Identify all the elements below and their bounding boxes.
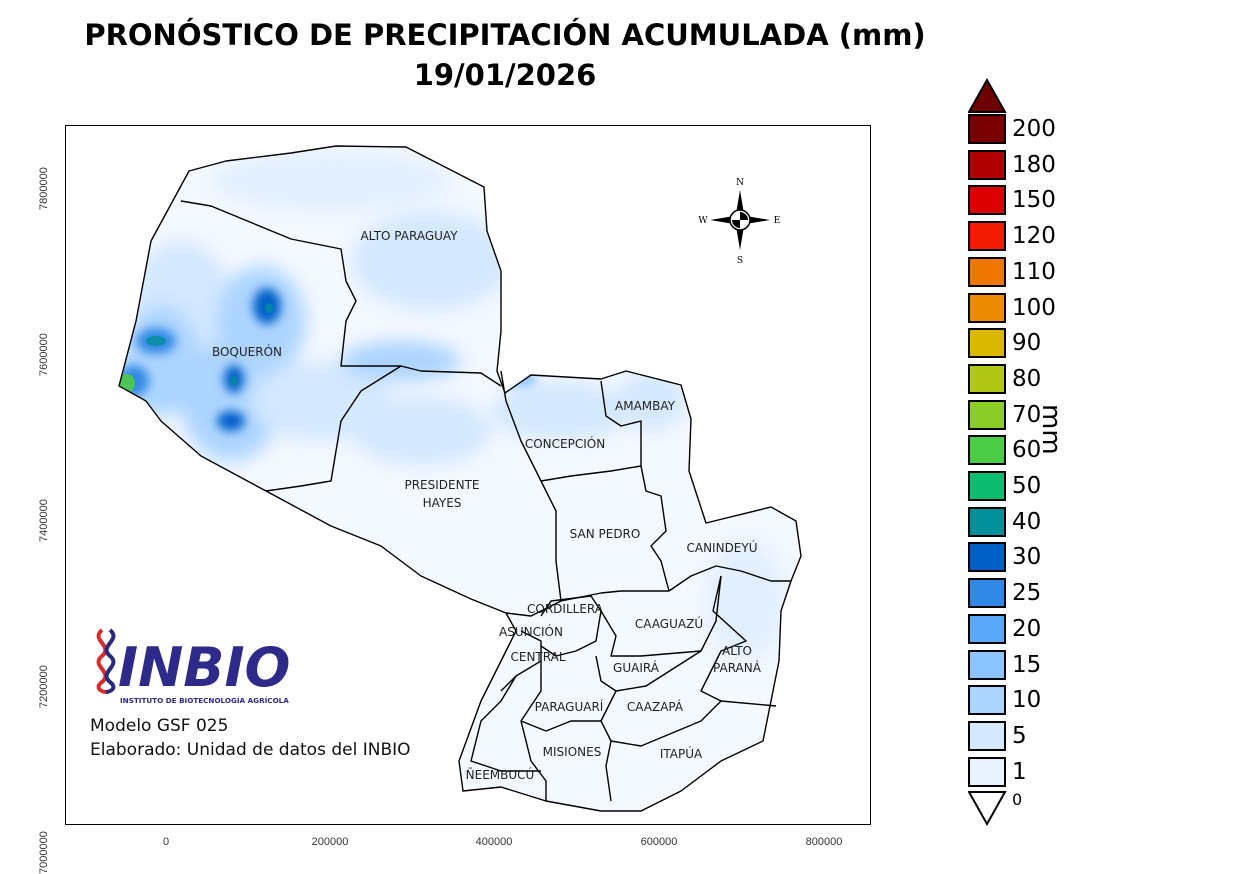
dept-label-concepcion: CONCEPCIÓN: [525, 436, 605, 451]
dept-label-alto-paraguay: ALTO PARAGUAY: [360, 229, 458, 243]
model-credit: Modelo GSF 025: [90, 716, 229, 736]
y-tick-label: 7000000: [38, 831, 50, 874]
legend-label: 80: [1012, 365, 1042, 392]
compass-n: N: [736, 178, 744, 188]
dept-label-misiones: MISIONES: [543, 745, 602, 759]
compass-e: E: [774, 216, 781, 226]
compass-w: W: [698, 216, 708, 226]
legend-label: 180: [1012, 151, 1056, 178]
dept-label-boqueron: BOQUERÓN: [212, 344, 282, 359]
x-tick-label: 0: [162, 836, 170, 848]
legend-unit: mm: [1036, 404, 1066, 455]
y-tick-label: 7800000: [38, 167, 50, 210]
dept-label-guaira: GUAIRÁ: [613, 660, 660, 675]
x-tick-label: 200000: [311, 836, 349, 848]
x-tick-label: 600000: [640, 836, 678, 848]
x-tick-label: 800000: [805, 836, 843, 848]
map-frame: ALTO PARAGUAY BOQUERÓN PRESIDENTE HAYES …: [65, 125, 871, 825]
legend-label: 60: [1012, 437, 1042, 464]
legend-label: 110: [1012, 258, 1056, 285]
y-tick-label: 7400000: [38, 499, 50, 542]
dept-label-central: CENTRAL: [510, 650, 565, 664]
legend-swatch: [968, 221, 1006, 252]
legend-swatch: [968, 649, 1006, 680]
legend-label: 25: [1012, 580, 1042, 607]
legend-label: 90: [1012, 330, 1042, 357]
dept-label-itapua: ITAPÚA: [660, 746, 703, 761]
legend-label: 5: [1012, 722, 1027, 749]
dept-label-alto-parana-2: PARANÁ: [713, 660, 762, 675]
legend-swatch: [968, 613, 1006, 644]
legend-label: 10: [1012, 687, 1042, 714]
dept-label-cordillera: CORDILLERA: [527, 602, 604, 616]
legend-swatch: [968, 363, 1006, 394]
legend-swatch: [968, 542, 1006, 573]
compass-s: S: [737, 256, 743, 266]
legend-over-arrow-icon: [968, 78, 1007, 113]
dept-label-san-pedro: SAN PEDRO: [570, 527, 641, 541]
legend-swatch: [968, 506, 1006, 537]
dna-helix-icon: [96, 628, 108, 694]
legend-label: 15: [1012, 651, 1042, 678]
compass-rose-icon: N S W E: [698, 178, 780, 266]
legend-swatch: [968, 720, 1006, 751]
legend-swatch: [968, 328, 1006, 359]
legend-label: 40: [1012, 508, 1042, 535]
inbio-logo: INBIO INSTITUTO DE BIOTECNOLOGÍA AGRÍCOL…: [88, 626, 303, 708]
dept-label-asuncion: ASUNCIÓN: [499, 624, 563, 639]
department-borders: [118, 145, 802, 812]
legend-label: 150: [1012, 187, 1056, 214]
legend-under-arrow-icon: [968, 791, 1007, 826]
y-tick-label: 7200000: [38, 665, 50, 708]
map-date: 19/01/2026: [413, 58, 597, 92]
legend-swatch: [968, 578, 1006, 609]
legend-label: 1: [1012, 758, 1027, 785]
legend-swatch: [968, 256, 1006, 287]
dept-label-neembucu: ÑEEMBUCÚ: [466, 767, 535, 782]
legend-swatch: [968, 756, 1006, 787]
logo-subtitle: INSTITUTO DE BIOTECNOLOGÍA AGRÍCOLA: [120, 696, 289, 705]
dept-label-paraguari: PARAGUARÍ: [535, 699, 604, 714]
dept-label-caaguazu: CAAGUAZÚ: [635, 616, 703, 631]
legend-label: 200: [1012, 116, 1056, 142]
dept-label-alto-parana-1: ALTO: [722, 644, 752, 658]
y-tick-label: 7600000: [38, 333, 50, 376]
dept-label-amambay: AMAMBAY: [615, 399, 676, 413]
legend-label: 50: [1012, 473, 1042, 499]
dept-label-presidente-hayes-1: PRESIDENTE: [404, 478, 479, 492]
legend-label: 20: [1012, 615, 1042, 642]
legend-swatch: [968, 685, 1006, 716]
dept-label-canindeyu: CANINDEYÚ: [686, 540, 757, 555]
paraguay-map: ALTO PARAGUAY BOQUERÓN PRESIDENTE HAYES …: [118, 145, 802, 812]
legend-swatch: [968, 471, 1006, 501]
legend-label: 100: [1012, 294, 1056, 321]
logo-text: INBIO: [118, 636, 290, 699]
dept-label-presidente-hayes-2: HAYES: [423, 496, 462, 510]
legend-swatch: [968, 185, 1006, 216]
legend-label: 120: [1012, 223, 1056, 250]
legend-under-label: 0: [1012, 790, 1023, 809]
legend-label: 70: [1012, 401, 1042, 428]
authorship-credit: Elaborado: Unidad de datos del INBIO: [90, 740, 411, 760]
x-tick-label: 400000: [475, 836, 513, 848]
legend-swatch: [968, 435, 1006, 466]
legend-swatch: [968, 292, 1006, 323]
legend-label: 30: [1012, 544, 1042, 571]
map-title: PRONÓSTICO DE PRECIPITACIÓN ACUMULADA (m…: [84, 18, 926, 52]
legend-swatch: [968, 149, 1006, 180]
legend-swatch: [968, 399, 1006, 430]
legend-swatch: [968, 114, 1006, 144]
dept-label-caazapa: CAAZAPÁ: [627, 699, 684, 714]
